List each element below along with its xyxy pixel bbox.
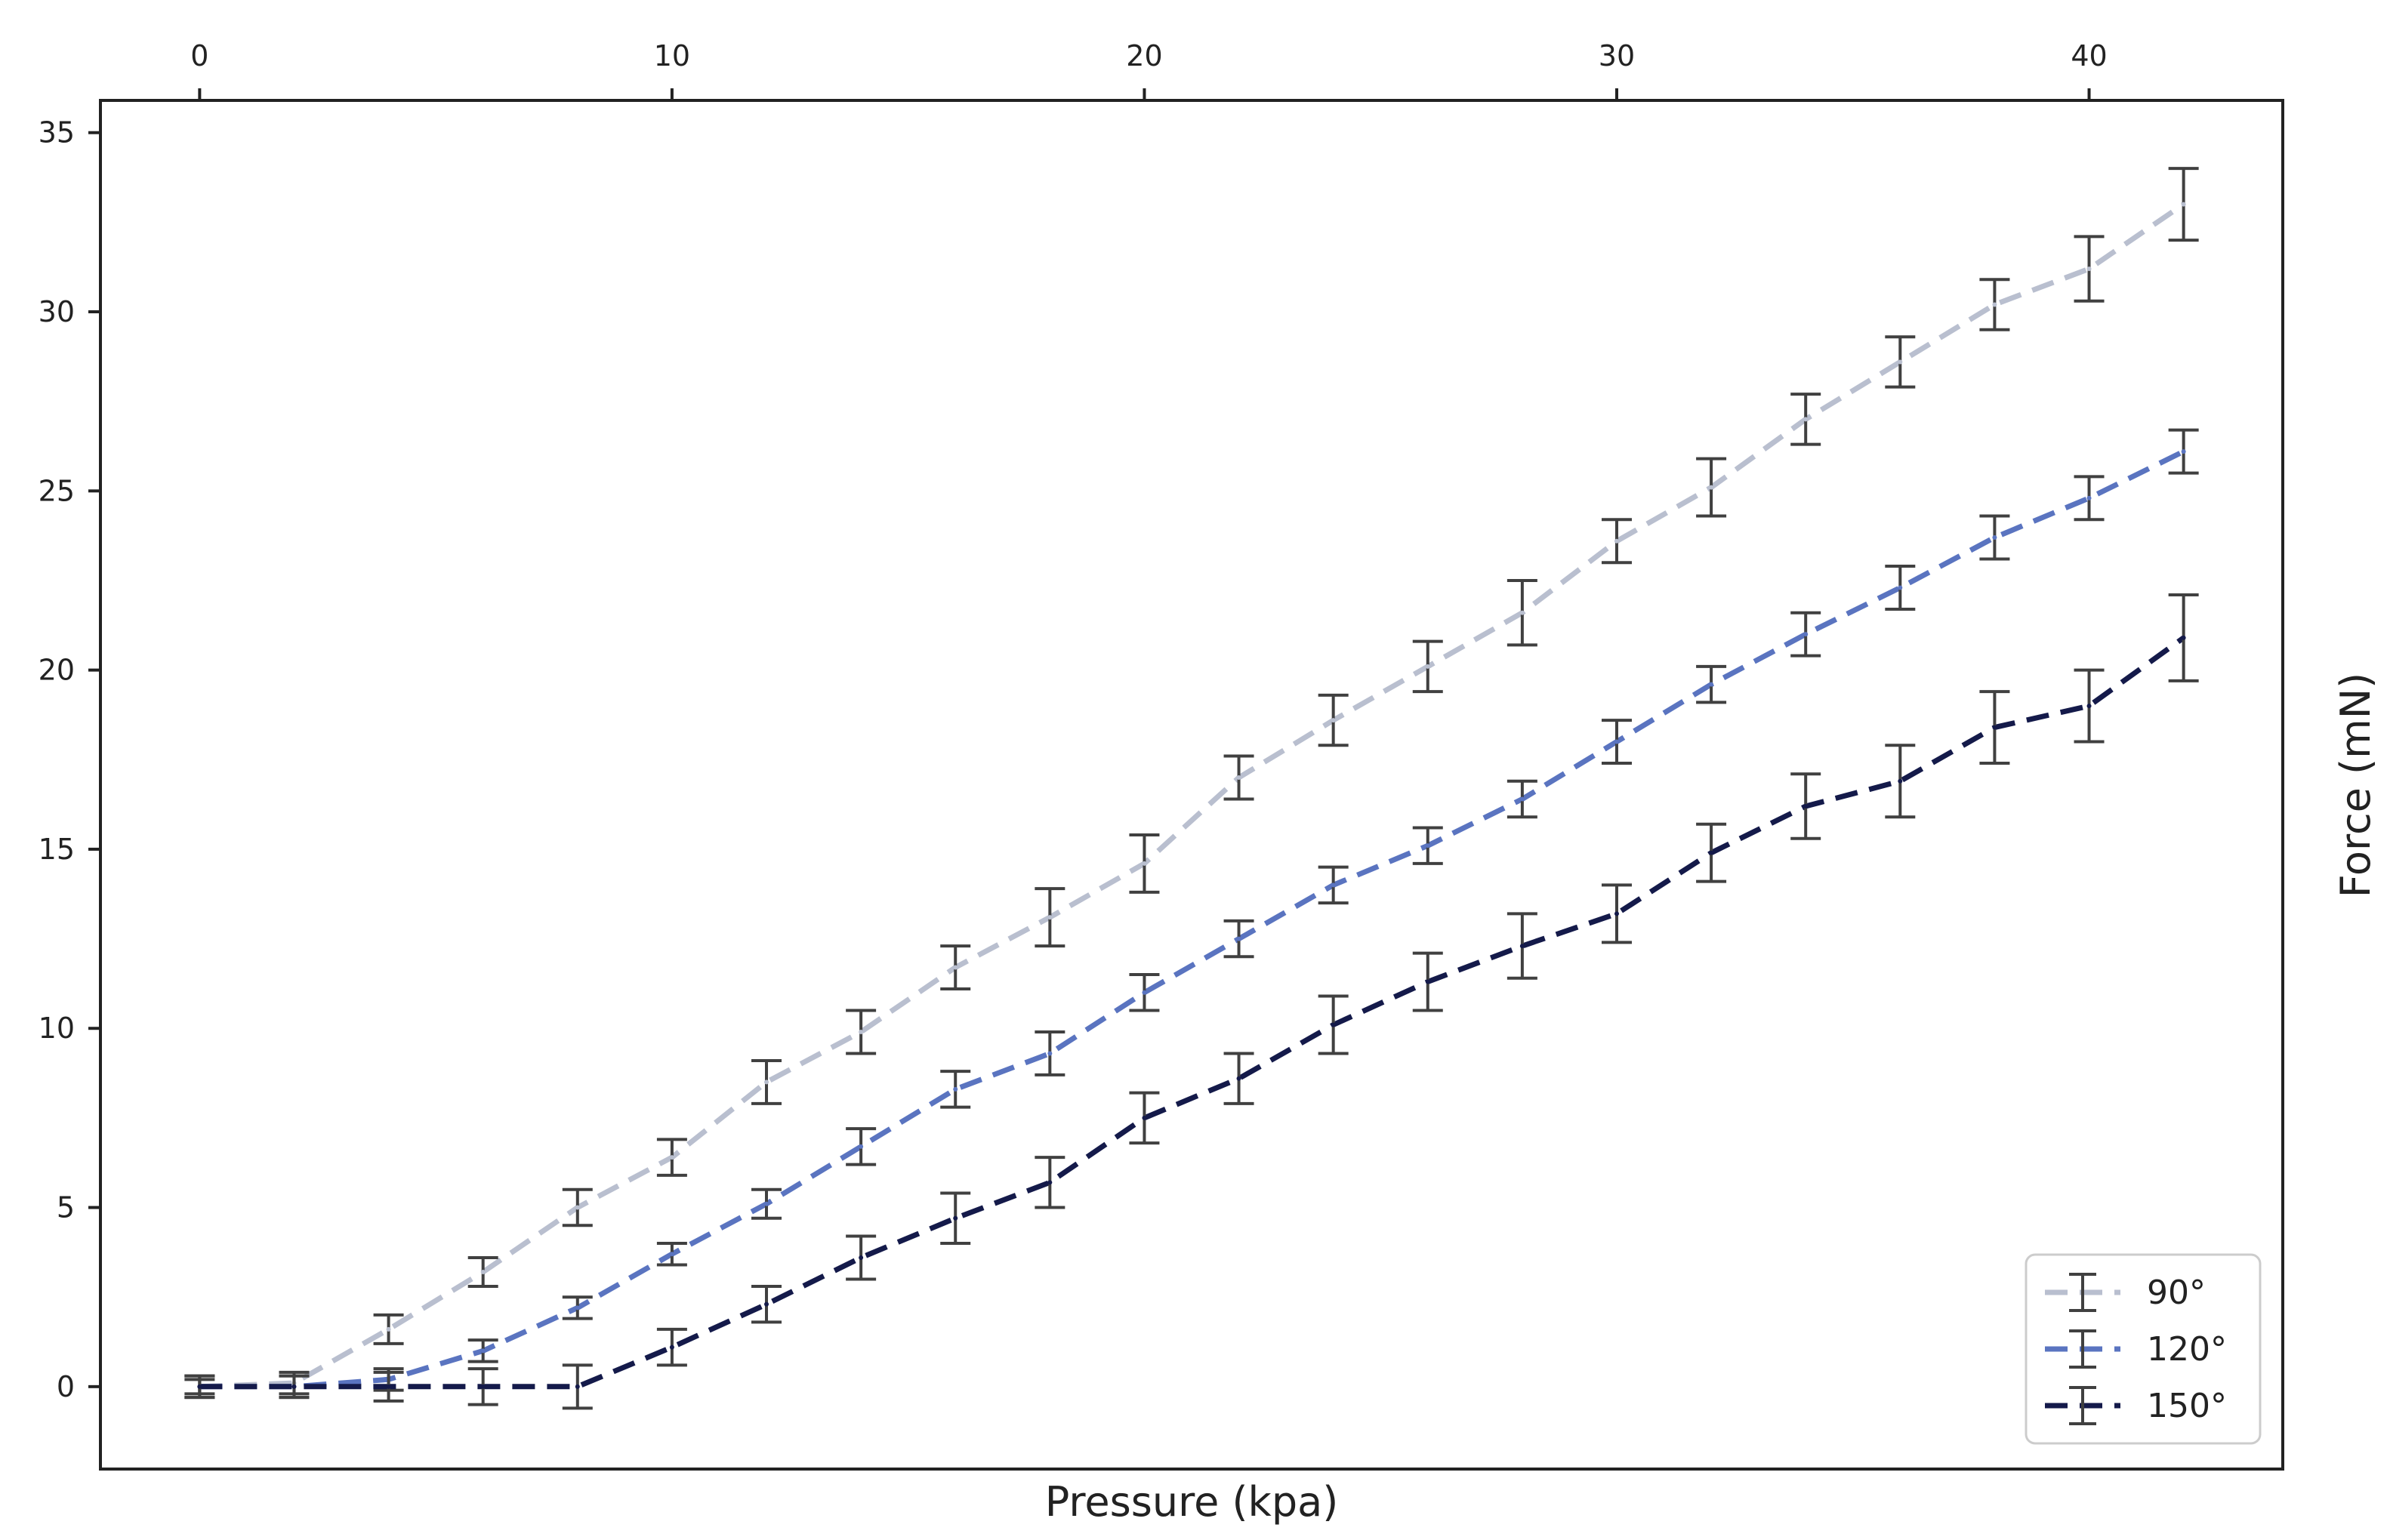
data-point: [480, 1384, 486, 1389]
data-point: [1425, 843, 1430, 849]
legend-label: 90°: [2147, 1274, 2206, 1312]
data-point: [1898, 585, 1903, 590]
series-line: [199, 202, 2185, 1390]
data-point: [859, 1255, 864, 1260]
legend-item: 120°: [2045, 1329, 2227, 1369]
data-point: [953, 1086, 958, 1092]
y-axis-title: Force (mN): [2332, 673, 2379, 898]
legend: 90° 120° 150°: [2025, 1253, 2262, 1445]
data-point: [764, 1080, 769, 1085]
data-point: [1425, 664, 1430, 669]
data-point: [1709, 850, 1714, 855]
y-tick-label: 25: [39, 474, 75, 507]
data-point: [575, 1305, 580, 1311]
y-tick-label: 35: [39, 116, 75, 149]
x-tick-label: 10: [654, 39, 690, 72]
y-axis-left: 0 5 10 15 20 25 30 35: [39, 116, 100, 1403]
series-layer: [184, 167, 2199, 1410]
data-point: [386, 1384, 391, 1389]
x-tick-label: 40: [2071, 39, 2107, 72]
data-point: [1236, 1076, 1241, 1081]
data-point: [1992, 535, 1997, 541]
x-tick-label: 30: [1599, 39, 1635, 72]
x-axis-title: Pressure (kpa): [1045, 1478, 1339, 1526]
data-point: [1236, 775, 1241, 781]
data-point: [1236, 936, 1241, 941]
y-tick-label: 5: [57, 1191, 75, 1224]
data-point: [1142, 1115, 1147, 1120]
data-point: [1898, 359, 1903, 365]
data-point: [1331, 882, 1336, 888]
data-point: [1898, 778, 1903, 784]
data-point: [669, 1155, 674, 1160]
data-point: [1331, 1022, 1336, 1027]
data-point: [1331, 718, 1336, 723]
data-point: [764, 1301, 769, 1307]
data-point: [1803, 417, 1809, 422]
data-point: [1992, 725, 1997, 730]
data-point: [859, 1144, 864, 1149]
data-point: [2181, 202, 2186, 207]
legend-label: 150°: [2147, 1387, 2227, 1425]
legend-label: 120°: [2147, 1330, 2227, 1369]
data-point: [2181, 635, 2186, 640]
data-point: [953, 1215, 958, 1221]
data-point: [1047, 1051, 1053, 1056]
data-point: [953, 965, 958, 970]
data-point: [2086, 266, 2092, 272]
data-point: [1519, 796, 1525, 802]
data-point: [291, 1384, 297, 1389]
y-tick-label: 10: [39, 1012, 75, 1045]
plot-frame: [99, 99, 2284, 1471]
data-point: [1709, 682, 1714, 687]
x-tick-label: 0: [190, 39, 208, 72]
data-point: [2086, 704, 2092, 709]
data-point: [1709, 485, 1714, 490]
plot-area: [100, 100, 2283, 1469]
data-point: [669, 1252, 674, 1257]
series-2: [184, 593, 2199, 1410]
data-point: [1142, 990, 1147, 995]
data-point: [386, 1326, 391, 1332]
data-point: [575, 1205, 580, 1210]
y-tick-label: 20: [39, 654, 75, 687]
data-point: [480, 1348, 486, 1354]
data-point: [1992, 302, 1997, 307]
x-axis-top: 0 10 20 30 40: [190, 39, 2108, 100]
x-tick-label: 20: [1126, 39, 1162, 72]
data-point: [669, 1344, 674, 1350]
data-point: [1519, 610, 1525, 615]
legend-item: 150°: [2045, 1386, 2227, 1425]
y-tick-label: 15: [39, 833, 75, 866]
data-point: [1614, 911, 1619, 916]
data-point: [859, 1029, 864, 1034]
data-point: [2181, 449, 2186, 454]
data-point: [1803, 632, 1809, 637]
y-tick-label: 30: [39, 295, 75, 328]
data-point: [197, 1384, 202, 1389]
data-point: [1142, 861, 1147, 866]
data-point: [1047, 1180, 1053, 1185]
data-point: [1047, 915, 1053, 920]
series-1: [184, 428, 2199, 1400]
data-point: [1614, 739, 1619, 744]
data-point: [1519, 944, 1525, 949]
y-tick-label: 0: [57, 1370, 75, 1403]
series-0: [184, 167, 2199, 1400]
legend-box: [2025, 1253, 2262, 1445]
data-point: [480, 1269, 486, 1274]
data-point: [1425, 979, 1430, 984]
series-line: [199, 636, 2185, 1390]
series-line: [199, 448, 2185, 1390]
data-point: [2086, 495, 2092, 500]
data-point: [1614, 538, 1619, 544]
data-point: [1803, 803, 1809, 808]
legend-item: 90°: [2045, 1273, 2206, 1312]
data-point: [764, 1201, 769, 1206]
data-point: [575, 1384, 580, 1389]
